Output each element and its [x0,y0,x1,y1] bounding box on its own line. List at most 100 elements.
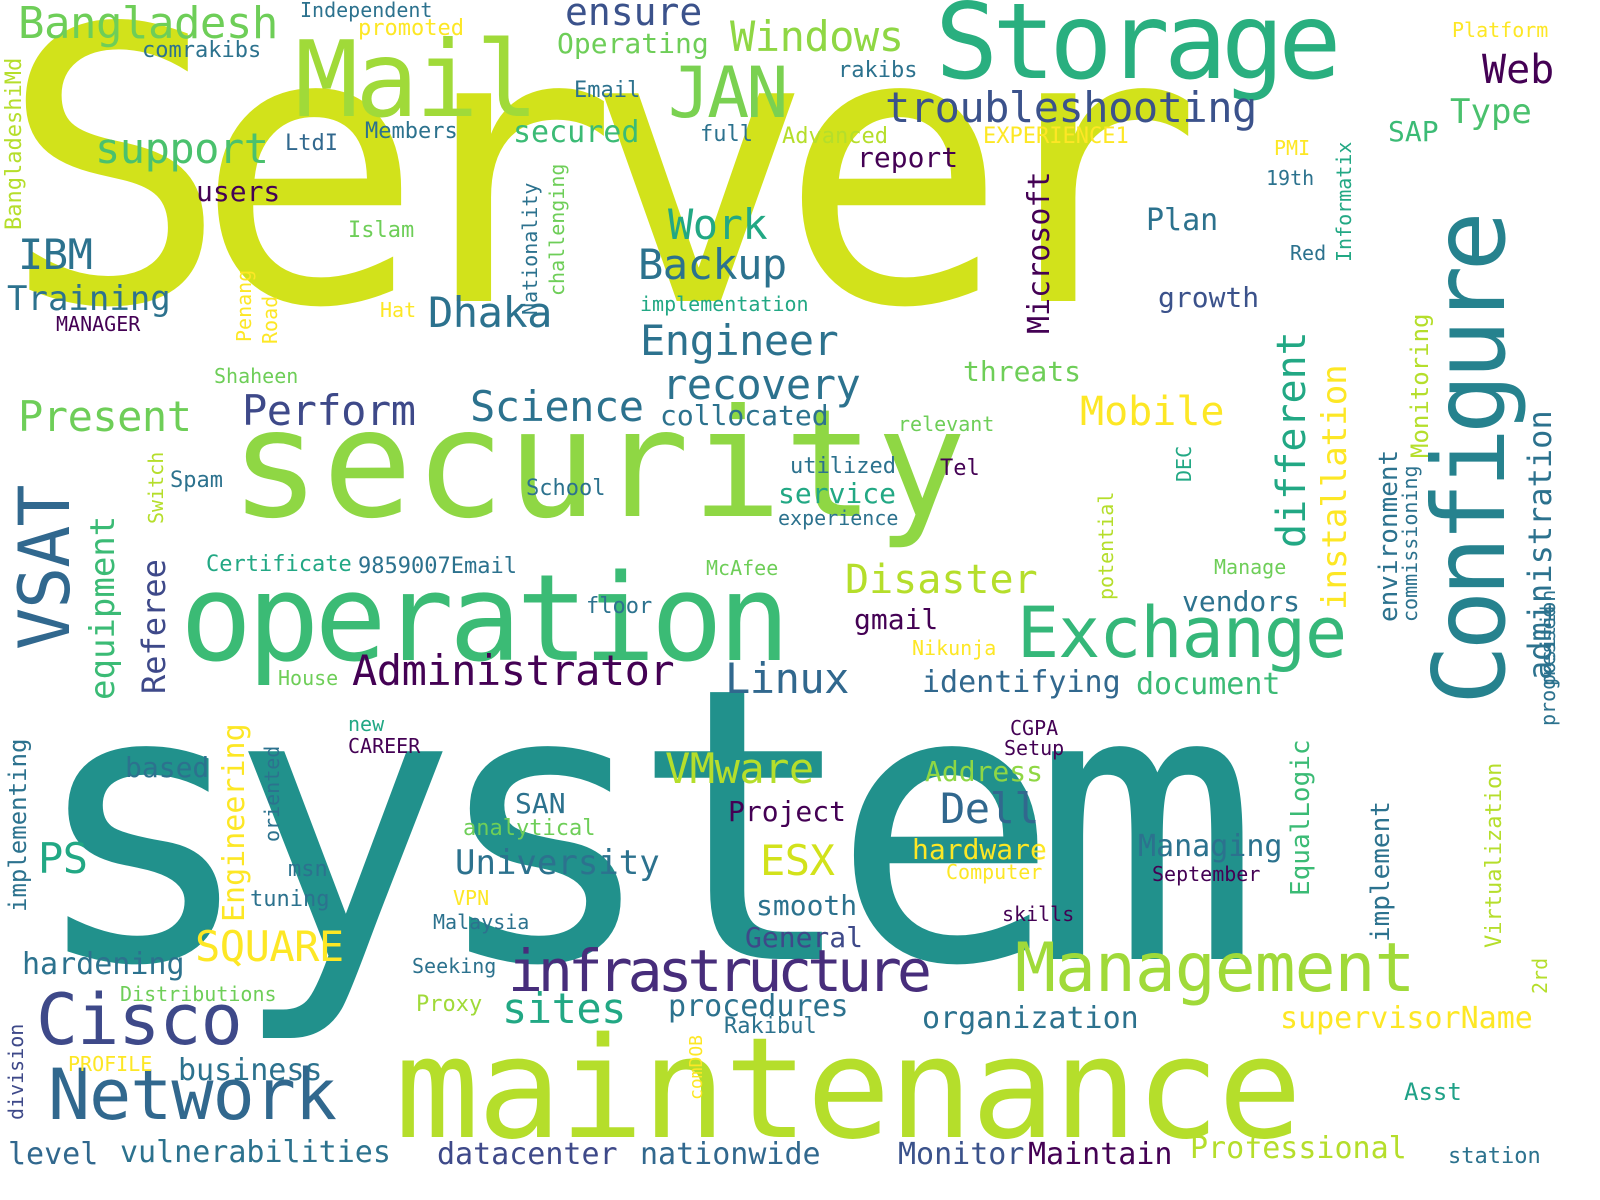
word-sites: sites [502,984,626,1033]
word-web: Web [1482,47,1555,93]
word-nationality: Nationality [518,182,542,315]
word-microsoft: Microsoft [1022,171,1057,334]
word-islam: Islam [348,218,415,243]
word-science: Science [470,382,644,431]
word-relevant: relevant [898,412,995,436]
word-referee: Referee [135,559,173,694]
word-storage: Storage [935,0,1342,103]
word-promoted: promoted [358,16,464,41]
word-challenging: challenging [545,163,569,296]
word-implement: implement [1366,801,1396,942]
word-users: users [196,175,281,208]
word-email: Email [574,78,641,103]
word-informatix: Informatix [1332,141,1356,262]
word-members: Members [365,119,458,144]
word-2rd: 2rd [1528,957,1552,994]
word-vendors: vendors [1182,585,1301,618]
word-equallogic: EqualLogic [1286,739,1316,896]
word-gmail: gmail [854,603,939,636]
word-infrastructure: infrastructure [508,937,932,1005]
word-hardware: hardware [912,833,1047,866]
word-address: Address [925,755,1044,788]
word-spam: Spam [170,468,223,493]
word-server: Server [0,0,1203,391]
word-different: different [1269,331,1315,548]
word-certificate: Certificate [206,552,352,577]
word-utilized: utilized [790,454,896,479]
word-management: Management [1015,929,1415,1008]
word-university: University [455,843,660,883]
word-maintain: Maintain [1028,1137,1173,1172]
word-mail: Mail [295,19,539,141]
word-installation: installation [1315,364,1355,610]
word-vpn: VPN [453,886,490,910]
word-ps: PS [38,834,88,883]
word-tel: Tel [940,456,980,481]
word-full: full [700,122,753,147]
word-implementation: implementation [640,292,809,316]
word-hat: Hat [380,298,417,322]
word-professional: Professional [1190,1131,1407,1166]
word-document: document [1136,667,1281,702]
word-setup: Setup [1004,736,1065,760]
word-threats: threats [963,355,1082,388]
word-square: SQUARE [195,922,344,971]
word-support: support [95,124,269,173]
word-asst: Asst [1404,1078,1462,1106]
word-datacenter: datacenter [437,1137,618,1172]
word-penang: Penang [232,269,256,342]
word-new: new [348,712,385,736]
word-jan: JAN [668,52,788,134]
word-msn: msn [288,857,328,882]
word-perform: Perform [242,386,416,435]
word-house: House [278,666,339,690]
word-rakibul: Rakibul [724,1014,817,1039]
word-administrator: Administrator [352,646,675,695]
word-experience: experience [778,506,899,530]
word-identifying: identifying [922,665,1121,700]
word-bangladeshimd: BangladeshiMd [2,57,27,230]
word-vmware: VMware [665,744,814,793]
word-present: Present [18,392,192,441]
word-manage: Manage [1214,555,1287,579]
word-hardening: hardening [22,947,185,982]
word-level: level [8,1137,99,1172]
word-shaheen: Shaheen [214,364,299,388]
word-school: School [526,476,606,501]
word-report: report [857,141,959,174]
word-based: based [125,751,210,784]
word-9859007email: 9859007Email [358,554,517,579]
word-nationwide: nationwide [640,1137,821,1172]
word-comdob: comDOB [686,1034,707,1100]
word-september: September [1152,862,1261,886]
word-ltdi: LtdI [285,131,338,156]
word-proxy: Proxy [416,992,483,1017]
word-vulnerabilities: vulnerabilities [120,1135,391,1170]
word-seeking: Seeking [412,954,497,978]
word-training: Training [7,279,171,319]
word-ensure: ensure [565,0,703,34]
word-security: security [230,378,969,552]
word-potential: potential [1094,491,1118,600]
word-ibm: IBM [18,230,93,279]
word-advanced: Advanced [782,124,888,149]
word-engineer: Engineer [640,316,839,365]
word-plan: Plan [1146,203,1219,238]
word-project: Project [728,795,847,828]
word-recovery: recovery [662,360,861,409]
word-malaysia: Malaysia [433,910,530,934]
word-secured: secured [513,115,640,150]
word-profile: PROFILE [68,1052,153,1076]
word-managing: Managing [1138,829,1283,864]
word-experience1: EXPERIENCE1 [983,124,1129,149]
word-rakibs: rakibs [838,58,918,83]
word-distributions: Distributions [120,982,277,1006]
word-operation: operation [180,550,790,689]
word-windows: Windows [730,12,904,61]
word-19th: 19th [1266,166,1315,190]
word-network: Network [48,1054,337,1136]
word-independent: Independent [300,0,433,22]
word-mcafee: McAfee [706,556,779,580]
word-equipment: equipment [83,515,123,700]
word-red: Red [1290,241,1327,265]
